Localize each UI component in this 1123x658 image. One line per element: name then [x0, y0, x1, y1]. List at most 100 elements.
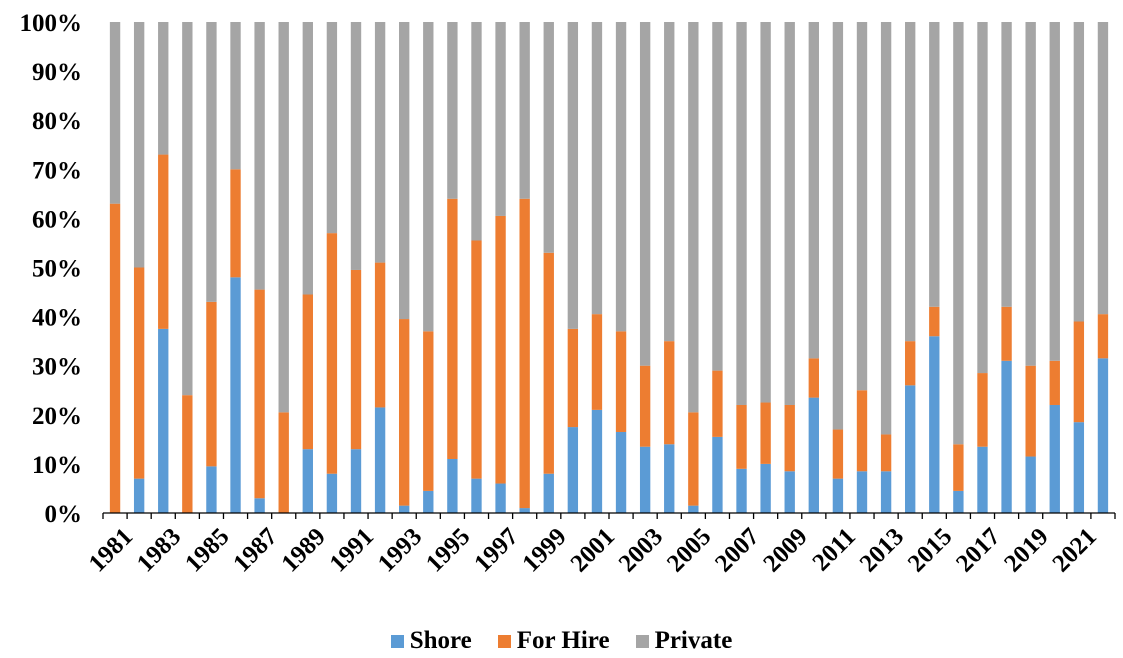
x-tick-label: 1981: [84, 523, 138, 577]
bar-segment-private: [109, 22, 121, 204]
bar-segment-private: [374, 22, 386, 263]
bar-segment-private: [350, 22, 362, 270]
bar-segment-for-hire: [664, 341, 675, 445]
bar-segment-shore: [158, 328, 169, 513]
y-tick-label: 0%: [45, 501, 83, 528]
bar-segment-for-hire: [929, 306, 940, 337]
x-tick-label: 2019: [999, 523, 1053, 577]
bar-segment-private: [495, 22, 506, 216]
legend-label-for-hire: For Hire: [516, 627, 610, 654]
bar-segment-for-hire: [543, 252, 554, 474]
bar-segment-for-hire: [399, 319, 410, 506]
bar-segment-private: [880, 22, 892, 435]
bar-segment-for-hire: [495, 215, 506, 484]
bar-segment-shore: [495, 483, 506, 513]
bar-segment-shore: [471, 478, 482, 513]
bar-segment-private: [977, 22, 988, 374]
bar-segment-private: [736, 22, 747, 405]
bar-segment-shore: [1001, 360, 1012, 513]
bar-segment-private: [591, 22, 603, 315]
bar-segment-shore: [423, 490, 434, 513]
bars: [109, 22, 1109, 514]
bar-segment-shore: [230, 277, 241, 513]
x-tick-label: 2021: [1048, 523, 1102, 577]
bar-segment-shore: [206, 466, 217, 513]
y-tick-label: 70%: [32, 157, 82, 184]
legend-item-private: Private: [635, 627, 733, 655]
bar-segment-private: [712, 22, 723, 371]
bar-segment-shore: [736, 468, 747, 513]
bar-segment-shore: [688, 505, 699, 513]
x-tick-label: 2015: [903, 523, 957, 577]
bar-segment-for-hire: [423, 331, 434, 491]
bar-segment-for-hire: [254, 289, 265, 499]
x-tick-label: 1997: [469, 523, 523, 577]
bar-segment-shore: [615, 431, 627, 513]
bar-segment-private: [158, 22, 169, 155]
bar-segment-for-hire: [688, 412, 699, 506]
bar-segment-private: [856, 22, 868, 391]
bar-segment-private: [1073, 22, 1085, 322]
bar-segment-for-hire: [278, 412, 289, 513]
bar-segment-for-hire: [953, 444, 964, 491]
y-tick-label: 20%: [32, 403, 82, 430]
bar-segment-shore: [254, 498, 265, 513]
stacked-bar-chart: 0%10%20%30%40%50%60%70%80%90%100% 198119…: [20, 10, 1116, 577]
bar-segment-shore: [880, 471, 892, 513]
bar-segment-for-hire: [567, 328, 579, 428]
bar-segment-for-hire: [133, 267, 145, 479]
y-tick-label: 90%: [32, 59, 82, 86]
bar-segment-private: [808, 22, 819, 359]
bar-segment-for-hire: [880, 434, 892, 472]
bar-segment-for-hire: [230, 169, 241, 278]
bar-segment-shore: [639, 446, 651, 513]
bar-segment-private: [543, 22, 554, 253]
bar-segment-for-hire: [302, 294, 313, 450]
bar-segment-shore: [760, 463, 771, 513]
bar-segment-private: [832, 22, 844, 430]
bar-segment-for-hire: [1025, 365, 1036, 457]
y-axis: 0% 10% 20% 30% 40% 50% 60% 70% 80% 90% 100%: [20, 10, 83, 528]
y-tick-label: 50%: [32, 256, 82, 283]
bar-segment-private: [929, 22, 940, 307]
bar-segment-private: [1097, 22, 1109, 315]
bar-segment-for-hire: [350, 269, 362, 450]
bar-segment-for-hire: [736, 404, 747, 469]
bar-segment-for-hire: [615, 331, 627, 432]
bar-segment-for-hire: [784, 404, 795, 472]
y-tick-label: 100%: [20, 10, 83, 37]
bar-segment-private: [206, 22, 217, 302]
bar-segment-shore: [567, 427, 579, 513]
bar-segment-shore: [953, 490, 964, 513]
x-tick-label: 1985: [180, 523, 234, 577]
bar-segment-private: [133, 22, 145, 268]
bar-segment-shore: [133, 478, 145, 513]
x-tick-label: 2011: [808, 523, 861, 576]
legend-item-shore: Shore: [390, 627, 472, 655]
legend-label-private: Private: [654, 627, 733, 654]
bar-segment-for-hire: [109, 203, 121, 514]
bar-segment-for-hire: [760, 402, 771, 464]
bar-segment-shore: [784, 471, 795, 513]
bar-segment-for-hire: [591, 314, 603, 410]
bar-segment-private: [1049, 22, 1060, 361]
bar-segment-for-hire: [374, 262, 386, 408]
bar-segment-shore: [1049, 404, 1060, 513]
y-tick-label: 80%: [32, 108, 82, 135]
y-tick-label: 30%: [32, 354, 82, 381]
bar-segment-private: [905, 22, 916, 342]
bar-segment-for-hire: [1073, 321, 1085, 423]
bar-segment-private: [399, 22, 410, 320]
bar-segment-private: [688, 22, 699, 413]
bar-segment-private: [519, 22, 530, 199]
bar-segment-for-hire: [712, 370, 723, 437]
bar-segment-for-hire: [808, 358, 819, 398]
bar-segment-private: [1001, 22, 1012, 307]
legend-swatch-private: [635, 634, 649, 648]
bar-segment-shore: [1025, 456, 1036, 513]
bar-segment-shore: [929, 336, 940, 513]
bar-segment-shore: [302, 449, 313, 513]
bar-segment-private: [230, 22, 241, 170]
y-tick-label: 40%: [32, 305, 82, 332]
bar-segment-for-hire: [158, 154, 169, 329]
